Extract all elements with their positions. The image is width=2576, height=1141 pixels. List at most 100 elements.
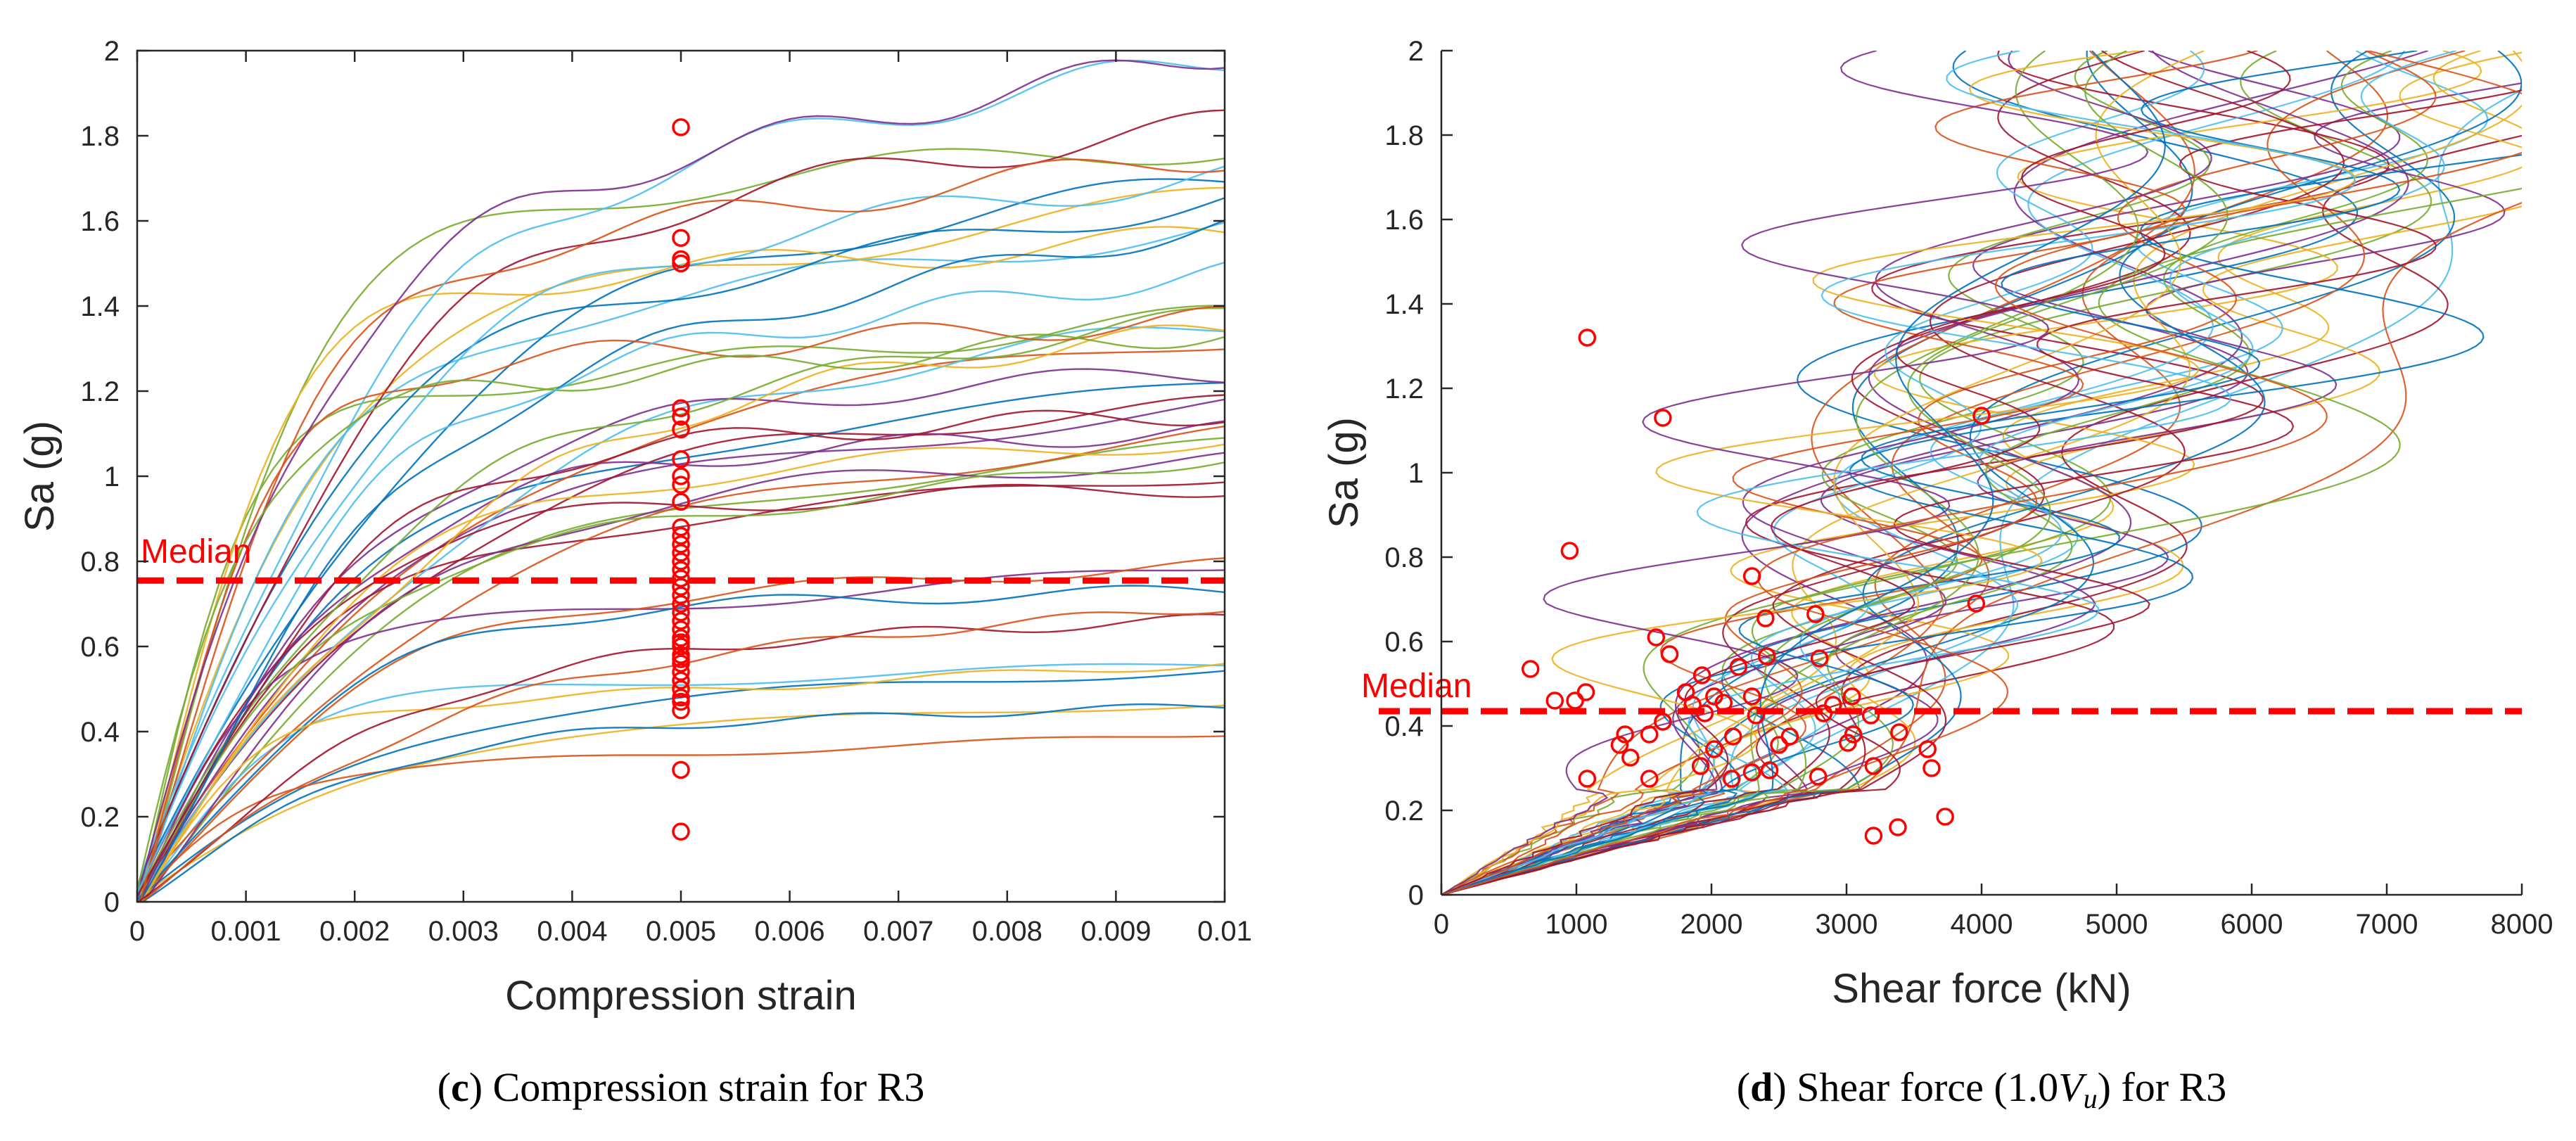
threshold-marker <box>1757 647 1776 665</box>
series-curve <box>1441 51 2345 895</box>
threshold-marker <box>1560 542 1579 560</box>
threshold-marker <box>1714 694 1733 712</box>
series-curve <box>1441 51 2437 895</box>
y-tick-label: 1.2 <box>80 376 120 407</box>
series-curve <box>1441 51 2139 895</box>
threshold-marker <box>1770 736 1788 754</box>
caption-math-sub-d: u <box>2084 1083 2098 1114</box>
y-axis-title-c: Sa (g) <box>17 421 63 532</box>
series-curve <box>1441 51 2149 895</box>
x-tick-label: 0.004 <box>537 916 607 947</box>
series-curve <box>137 585 1225 901</box>
threshold-marker <box>1729 658 1748 676</box>
series-curve <box>137 398 1225 901</box>
threshold-marker <box>672 646 690 664</box>
y-tick-label: 0 <box>104 887 120 918</box>
y-tick-label: 0.2 <box>1384 796 1424 827</box>
threshold-marker <box>1616 725 1634 744</box>
x-tick-label: 0.009 <box>1080 916 1151 947</box>
threshold-marker <box>672 420 690 439</box>
x-tick-label: 0.006 <box>755 916 825 947</box>
series-curve <box>1441 51 2432 895</box>
threshold-marker <box>1654 713 1672 731</box>
series-curve <box>1441 51 2357 895</box>
threshold-marker <box>672 663 690 682</box>
y-tick-label: 0.2 <box>80 802 120 833</box>
series-curve <box>1441 51 2522 895</box>
series-curve <box>137 59 1225 898</box>
threshold-marker <box>1839 734 1857 752</box>
threshold-marker <box>1936 808 1954 826</box>
threshold-marker <box>672 629 690 647</box>
threshold-marker <box>672 250 690 269</box>
threshold-marker <box>672 544 690 562</box>
caption-letter-d: d <box>1750 1064 1773 1110</box>
threshold-marker <box>1864 827 1883 845</box>
y-axis-title-d: Sa (g) <box>1321 417 1367 528</box>
x-tick-label: 5000 <box>2086 909 2148 940</box>
threshold-marker <box>1972 407 1991 425</box>
series-curve <box>137 461 1225 902</box>
x-tick-label: 1000 <box>1545 909 1608 940</box>
threshold-marker <box>1566 691 1584 710</box>
y-tick-label: 0.8 <box>1384 542 1424 573</box>
series-curve <box>137 333 1225 891</box>
threshold-marker <box>672 586 690 605</box>
series-curve <box>141 368 1225 902</box>
series-curve <box>1441 51 2258 895</box>
y-tick-label: 1.6 <box>1384 205 1424 236</box>
x-tick-label: 4000 <box>1951 909 2013 940</box>
threshold-marker <box>672 450 690 468</box>
threshold-marker <box>1640 770 1659 788</box>
series-curve <box>1441 51 2357 895</box>
series-curve <box>137 735 1225 901</box>
threshold-marker <box>672 611 690 630</box>
threshold-marker <box>1842 687 1861 706</box>
series-curve <box>1441 51 2291 895</box>
y-tick-label: 1.2 <box>1384 374 1424 404</box>
series-curve <box>1441 51 2522 895</box>
threshold-marker <box>672 476 690 494</box>
threshold-marker <box>1861 706 1880 725</box>
series-curve <box>1441 51 2522 895</box>
x-tick-label: 0.007 <box>863 916 933 947</box>
threshold-marker <box>1521 660 1540 678</box>
caption-math-base-d: V <box>2058 1064 2088 1110</box>
threshold-marker <box>672 701 690 720</box>
series-curve <box>137 382 1225 902</box>
threshold-marker <box>672 526 690 545</box>
threshold-marker <box>1809 767 1828 786</box>
caption-text-c: Compression strain for R3 <box>483 1064 924 1110</box>
x-tick-label: 0.008 <box>972 916 1042 947</box>
threshold-marker <box>1621 748 1640 767</box>
x-axis-title-c: Compression strain <box>505 973 857 1019</box>
y-tick-label: 1.4 <box>80 291 120 322</box>
threshold-marker <box>1923 759 1941 777</box>
threshold-marker <box>1640 725 1659 744</box>
threshold-marker <box>1654 409 1672 427</box>
threshold-marker <box>1647 628 1666 646</box>
threshold-marker <box>672 561 690 579</box>
series-curve <box>1441 51 2166 895</box>
series-curve <box>1441 51 2522 895</box>
threshold-marker <box>1742 687 1761 706</box>
tick-labels-c: 0 0.001 0.002 0.003 0.004 0.005 0.006 0.007 0.00… <box>80 36 1252 947</box>
series-curve <box>1441 51 2193 895</box>
series-curve <box>137 425 1225 894</box>
threshold-marker <box>672 535 690 554</box>
series-curve <box>1441 51 2418 895</box>
threshold-marker <box>672 118 690 136</box>
series-curve <box>141 324 1225 902</box>
threshold-marker <box>1610 736 1629 754</box>
threshold-marker <box>672 518 690 537</box>
series-curve <box>137 59 1225 886</box>
threshold-marker <box>672 467 690 485</box>
y-tick-label: 1.6 <box>80 206 120 237</box>
threshold-marker <box>672 620 690 639</box>
threshold-marker <box>1810 649 1829 668</box>
series-curve <box>137 483 1225 894</box>
series-curve <box>137 409 1225 897</box>
threshold-marker <box>1578 770 1597 788</box>
threshold-marker <box>1747 706 1766 725</box>
